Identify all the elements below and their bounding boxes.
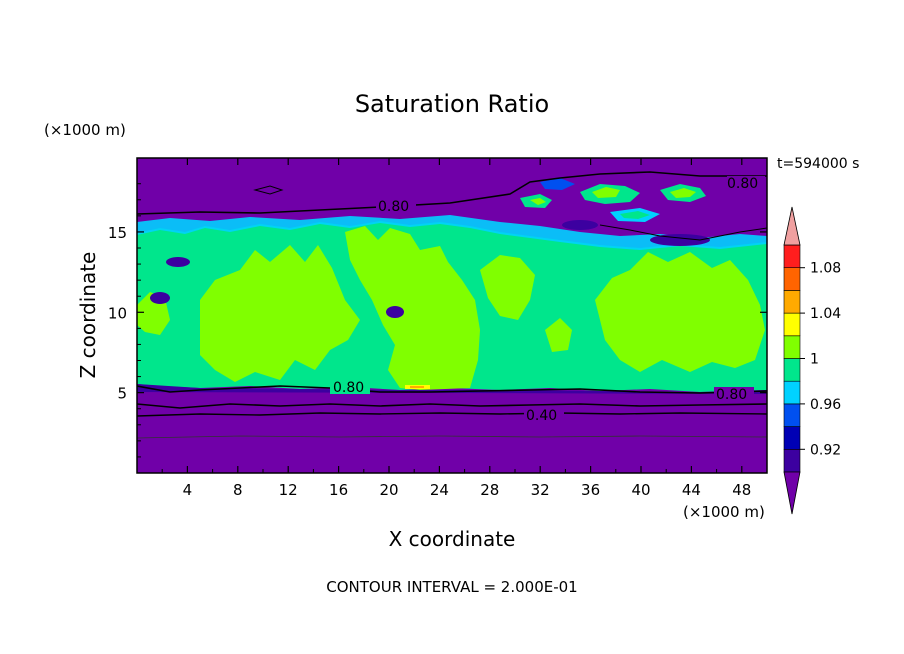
colorbar: 1.08 1.04 1 0.96 0.92: [783, 206, 841, 515]
upper-patch-5: [540, 178, 575, 190]
contour-label-4: 0.80: [716, 387, 747, 403]
contour-interval-footer: CONTOUR INTERVAL = 2.000E-01: [326, 578, 577, 596]
green-area-2: [345, 226, 480, 390]
dry-blob-5: [562, 220, 598, 230]
plot-area: 0.80 0.80 0.80 0.80 0.40: [137, 158, 767, 473]
green-area-3: [480, 255, 535, 320]
contour-label-1: 0.80: [378, 199, 409, 215]
colorbar-swatch: [783, 403, 801, 427]
colorbar-over-arrow: [783, 206, 801, 246]
contour-lines: [137, 171, 767, 439]
x-tick-label: 16: [329, 481, 348, 499]
colorbar-label: 0.92: [810, 442, 841, 458]
colorbar-label: 1.08: [810, 261, 841, 277]
colorbar-swatch: [783, 448, 801, 473]
contour-0.60: [137, 403, 767, 409]
colorbar-swatch: [783, 426, 801, 450]
contour-0.80-upper: [137, 171, 767, 215]
x-tick-label: 36: [581, 481, 600, 499]
chart-title: Saturation Ratio: [355, 90, 549, 118]
x-tick-label: 32: [531, 481, 550, 499]
x-tick-label: 48: [732, 481, 751, 499]
colorbar-swatch: [783, 312, 801, 337]
upper-patch-4-core: [620, 211, 650, 219]
x-tick-label: 24: [430, 481, 449, 499]
colorbar-swatch: [783, 267, 801, 291]
contour-upper-thin: [253, 185, 284, 195]
y-axis: 5 10 15: [108, 183, 767, 458]
x-axis: 4 8 12 16 20 24 28 32 36 40 44 48: [161, 158, 751, 499]
x-axis-label: X coordinate: [389, 527, 516, 551]
contour-0.20: [137, 435, 767, 439]
contour-upper-thin-2: [599, 224, 767, 241]
contour-0.80-lower: [137, 385, 767, 394]
plot-frame: [136, 157, 768, 474]
upper-patch-1-core: [592, 187, 620, 198]
contour-label-5: 0.40: [526, 408, 557, 424]
green-area-1: [200, 245, 360, 382]
contour-label-2: 0.80: [727, 176, 758, 192]
colorbar-swatch: [783, 244, 801, 269]
colorbar-label: 1.04: [810, 306, 841, 322]
y-tick-label: 15: [108, 224, 127, 242]
x-tick-label: 20: [379, 481, 398, 499]
x-tick-label: 40: [631, 481, 650, 499]
contour-0.40: [137, 412, 767, 417]
colorbar-label: 1: [810, 352, 819, 368]
time-label: t=594000 s: [777, 156, 859, 172]
orange-spot: [410, 386, 424, 388]
colorbar-swatch: [783, 380, 801, 405]
y-tick-label: 5: [117, 385, 127, 403]
x-unit-label: (×1000 m): [683, 503, 765, 521]
colorbar-swatch: [783, 335, 801, 359]
x-tick-label: 4: [183, 481, 193, 499]
upper-patch-3-core: [530, 198, 546, 205]
colorbar-swatch: [783, 358, 801, 382]
y-tick-label: 10: [108, 304, 127, 322]
y-axis-label: Z coordinate: [76, 252, 100, 379]
y-unit-label: (×1000 m): [44, 121, 126, 139]
contour-label-3: 0.80: [333, 380, 364, 396]
dry-blob-3: [166, 257, 190, 267]
colorbar-label: 0.96: [810, 397, 841, 413]
colorbar-under-arrow: [783, 471, 801, 515]
green-area-4: [595, 252, 765, 372]
upper-patch-2-core: [670, 188, 696, 198]
x-tick-label: 12: [279, 481, 298, 499]
cyan-edge: [137, 215, 767, 250]
dry-blob-2: [386, 306, 404, 318]
moist-base-edge: [137, 384, 767, 394]
colorbar-swatch: [783, 290, 801, 314]
x-tick-label: 28: [480, 481, 499, 499]
x-tick-label: 8: [233, 481, 243, 499]
dry-blob-1: [150, 292, 170, 304]
x-tick-label: 44: [682, 481, 701, 499]
green-area-6: [545, 318, 572, 352]
